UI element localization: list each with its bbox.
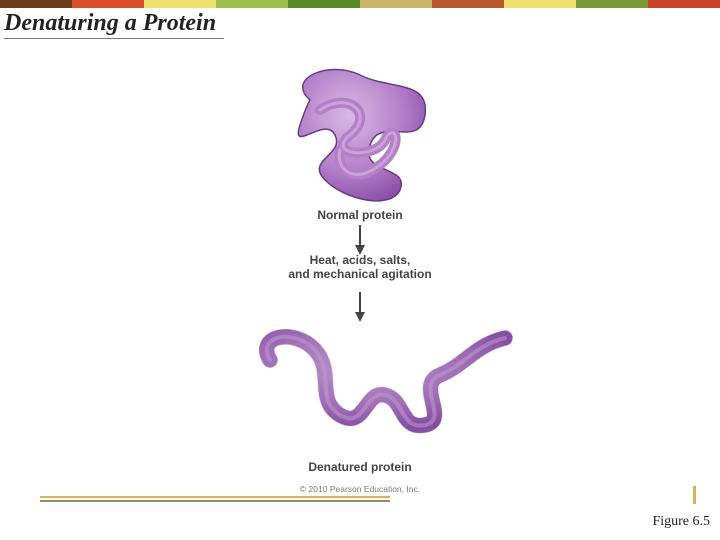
footer-rule	[40, 496, 390, 504]
agents-line-2: and mechanical agitation	[288, 267, 431, 281]
normal-protein-shape	[298, 69, 425, 200]
footer-right-tick	[693, 486, 696, 504]
figure-number: Figure 6.5	[652, 514, 710, 530]
slide: Denaturing a Protein	[0, 0, 720, 540]
page-title: Denaturing a Protein	[4, 10, 216, 37]
banner-strip	[0, 0, 720, 8]
label-normal-protein: Normal protein	[175, 208, 545, 222]
copyright-text: © 2010 Pearson Education, Inc.	[175, 484, 545, 494]
arrow-bottom	[355, 292, 365, 322]
denatured-protein-shape	[267, 337, 505, 426]
title-underline	[4, 38, 224, 39]
label-denatured-protein: Denatured protein	[175, 460, 545, 474]
footer-rule-bottom	[40, 500, 390, 502]
arrow-top	[355, 225, 365, 255]
label-denaturing-agents: Heat, acids, salts, and mechanical agita…	[175, 253, 545, 282]
protein-diagram: Normal protein Heat, acids, salts, and m…	[175, 60, 545, 480]
agents-line-1: Heat, acids, salts,	[310, 253, 411, 267]
footer-rule-top	[40, 496, 390, 498]
